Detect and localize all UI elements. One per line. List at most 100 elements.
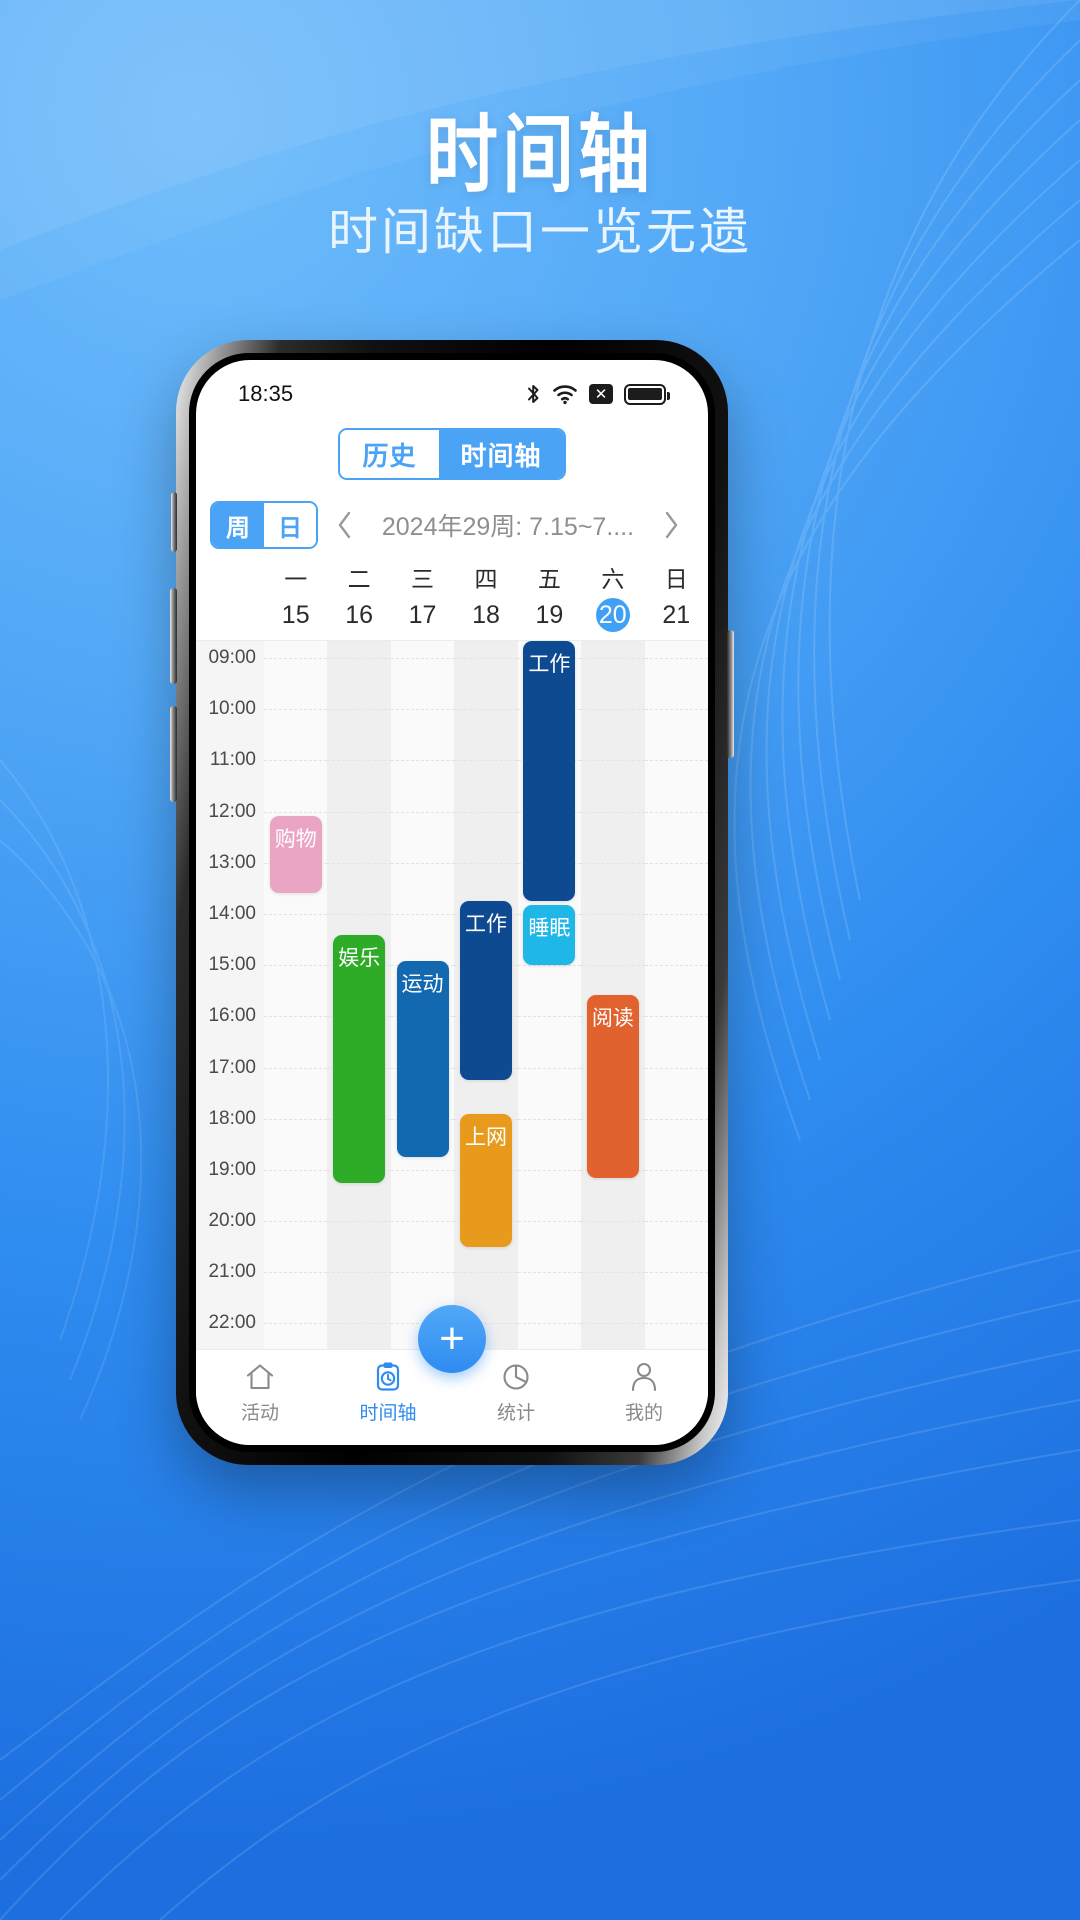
- hour-gridline: [581, 1272, 645, 1274]
- week-day-number-today: 20: [595, 598, 630, 632]
- timeline-event-1[interactable]: 娱乐: [333, 935, 386, 1183]
- volume-up-button[interactable]: [170, 588, 177, 684]
- wifi-icon: [553, 385, 577, 405]
- hour-gridline: [264, 1118, 328, 1120]
- range-week[interactable]: 周: [212, 503, 264, 547]
- hour-gridline: [517, 1169, 582, 1171]
- tab-timeline[interactable]: 时间轴: [438, 430, 564, 478]
- week-day-cell-5[interactable]: 六 20: [581, 560, 644, 632]
- hour-label-1800: 18:00: [208, 1107, 256, 1129]
- hour-gridline: [644, 1016, 708, 1018]
- hour-gridline: [454, 862, 518, 864]
- date-range-label[interactable]: 2024年29周: 7.15~7....: [381, 513, 635, 541]
- hour-gridline: [517, 1323, 582, 1325]
- hour-gridline: [644, 913, 708, 915]
- week-day-cell-3[interactable]: 四 18: [454, 560, 517, 632]
- hour-gridline: [327, 913, 391, 915]
- week-header: 一 15 二 16 三 17 四 18 五 19 六 20 日 21: [196, 554, 708, 641]
- hour-gutter: 09:00 10:00 11:00 12:00 13:00 14:00 15:00 16:00…: [196, 641, 264, 1349]
- week-day-name: 六: [601, 566, 625, 592]
- day-column-1[interactable]: 娱乐: [327, 641, 391, 1349]
- week-day-cell-2[interactable]: 三 17: [391, 560, 454, 632]
- week-day-cell-1[interactable]: 二 16: [327, 560, 390, 632]
- top-tabs: 历史 时间轴: [338, 428, 566, 480]
- timeline-event-3[interactable]: 工作: [459, 901, 512, 1081]
- hour-gridline: [264, 1067, 328, 1069]
- hour-label-1500: 15:00: [208, 954, 256, 976]
- timeline-event-2[interactable]: 运动: [396, 960, 449, 1158]
- day-column-6[interactable]: [644, 641, 708, 1349]
- timeline-event-0[interactable]: 购物: [269, 815, 322, 893]
- hour-gridline: [390, 658, 455, 660]
- hour-gridline: [644, 862, 708, 864]
- hour-label-1900: 19:00: [208, 1158, 256, 1180]
- hour-label-1700: 17:00: [208, 1056, 256, 1078]
- tab-profile[interactable]: 我的: [580, 1360, 708, 1425]
- mute-switch[interactable]: [171, 492, 177, 552]
- bluetooth-icon: [528, 385, 539, 403]
- day-columns[interactable]: 购物 娱乐 运动 工作 上网 工作 睡眠 阅读: [264, 641, 708, 1349]
- day-column-4[interactable]: 工作 睡眠: [517, 641, 582, 1349]
- volume-down-button[interactable]: [170, 706, 177, 802]
- hour-gridline: [390, 811, 455, 813]
- week-day-name: 五: [537, 566, 561, 592]
- timeline-grid[interactable]: 09:00 10:00 11:00 12:00 13:00 14:00 15:00 16:00…: [196, 641, 708, 1349]
- day-column-0[interactable]: 购物: [264, 641, 328, 1349]
- timeline-event-7[interactable]: 阅读: [586, 995, 639, 1179]
- week-day-number: 18: [472, 601, 500, 629]
- add-event-fab[interactable]: +: [418, 1305, 486, 1373]
- timeline-event-label: 娱乐: [338, 947, 381, 971]
- phone-bezel: 18:35 ✕ 历史: [189, 353, 715, 1452]
- timeline-event-label: 上网: [464, 1126, 507, 1150]
- week-day-cell-0[interactable]: 一 15: [264, 560, 327, 632]
- home-icon: [246, 1364, 274, 1390]
- hour-label-2100: 21:00: [208, 1261, 256, 1283]
- day-column-3[interactable]: 工作 上网: [454, 641, 518, 1349]
- hour-gridline: [390, 1272, 455, 1274]
- tab-stats[interactable]: 统计: [452, 1360, 580, 1425]
- hour-label-0900: 09:00: [208, 647, 256, 669]
- hour-gridline: [264, 1169, 328, 1171]
- range-day[interactable]: 日: [264, 503, 316, 547]
- week-day-number: 19: [535, 601, 564, 629]
- tab-history[interactable]: 历史: [340, 430, 439, 478]
- tab-timeline-nav[interactable]: 时间轴: [324, 1360, 452, 1425]
- promo-title: 时间轴: [425, 105, 654, 205]
- hour-gridline: [581, 1323, 645, 1325]
- timeline-event-4[interactable]: 上网: [459, 1114, 512, 1247]
- hour-gridline: [390, 913, 455, 915]
- range-toggle: 周 日: [210, 501, 318, 549]
- hour-gridline: [390, 760, 455, 762]
- prev-week-button[interactable]: [328, 501, 362, 549]
- hour-label-1300: 13:00: [208, 851, 256, 873]
- timeline-event-5[interactable]: 工作: [523, 641, 576, 902]
- week-day-name: 一: [284, 566, 308, 592]
- power-button[interactable]: [727, 630, 734, 758]
- timeline-event-label: 睡眠: [528, 917, 571, 941]
- hour-label-1600: 16:00: [208, 1005, 256, 1027]
- next-week-button[interactable]: [654, 501, 688, 549]
- tab-activity-label: 活动: [240, 1403, 279, 1424]
- hour-gridline: [454, 1323, 518, 1325]
- hour-gridline: [327, 811, 391, 813]
- week-day-cell-6[interactable]: 日 21: [645, 560, 708, 632]
- hour-gridline: [327, 709, 391, 711]
- hour-gridline: [264, 1323, 328, 1325]
- hour-gridline: [644, 1272, 708, 1274]
- timeline-event-label: 运动: [401, 972, 444, 996]
- tab-activity[interactable]: 活动: [196, 1360, 324, 1425]
- day-column-5[interactable]: 阅读: [581, 641, 645, 1349]
- week-day-name: 日: [664, 566, 688, 592]
- week-day-cell-4[interactable]: 五 19: [518, 560, 581, 632]
- hour-label-1200: 12:00: [208, 800, 256, 822]
- hour-gridline: [581, 913, 645, 915]
- hour-gridline: [390, 1221, 455, 1223]
- person-icon: [631, 1362, 657, 1392]
- top-tabs-container: 历史 时间轴: [196, 416, 708, 496]
- app-screen: 18:35 ✕ 历史: [196, 360, 708, 1445]
- timeline-event-6[interactable]: 睡眠: [523, 905, 576, 966]
- hour-gridline: [454, 1272, 518, 1274]
- hour-gridline: [581, 965, 645, 967]
- day-column-2[interactable]: 运动: [390, 641, 455, 1349]
- hour-gridline: [517, 1221, 582, 1223]
